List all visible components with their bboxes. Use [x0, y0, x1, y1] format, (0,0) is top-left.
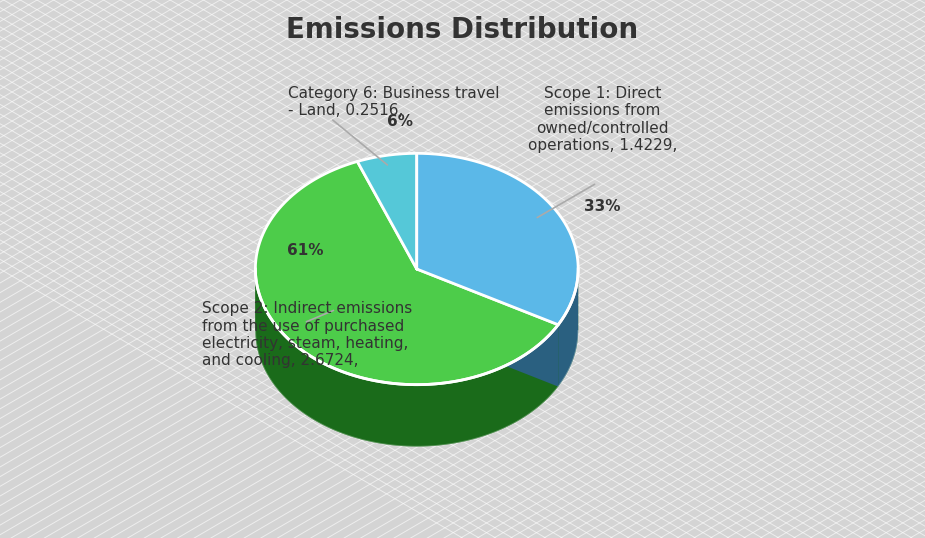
- Polygon shape: [255, 267, 558, 447]
- Text: 61%: 61%: [287, 243, 323, 258]
- Text: 33%: 33%: [584, 199, 621, 214]
- Polygon shape: [417, 269, 558, 387]
- Text: Category 6: Business travel
- Land, 0.2516,: Category 6: Business travel - Land, 0.25…: [288, 86, 500, 118]
- Text: Scope 1: Direct
emissions from
owned/controlled
operations, 1.4229,: Scope 1: Direct emissions from owned/con…: [527, 86, 677, 153]
- Polygon shape: [255, 161, 558, 385]
- Polygon shape: [558, 267, 578, 387]
- Text: 6%: 6%: [388, 114, 413, 129]
- Polygon shape: [417, 153, 578, 325]
- Polygon shape: [417, 269, 558, 387]
- Polygon shape: [255, 269, 578, 447]
- Text: Scope 2: Indirect emissions
from the use of purchased
electricity, steam, heatin: Scope 2: Indirect emissions from the use…: [202, 301, 412, 369]
- Text: Emissions Distribution: Emissions Distribution: [287, 16, 638, 44]
- Polygon shape: [357, 153, 417, 269]
